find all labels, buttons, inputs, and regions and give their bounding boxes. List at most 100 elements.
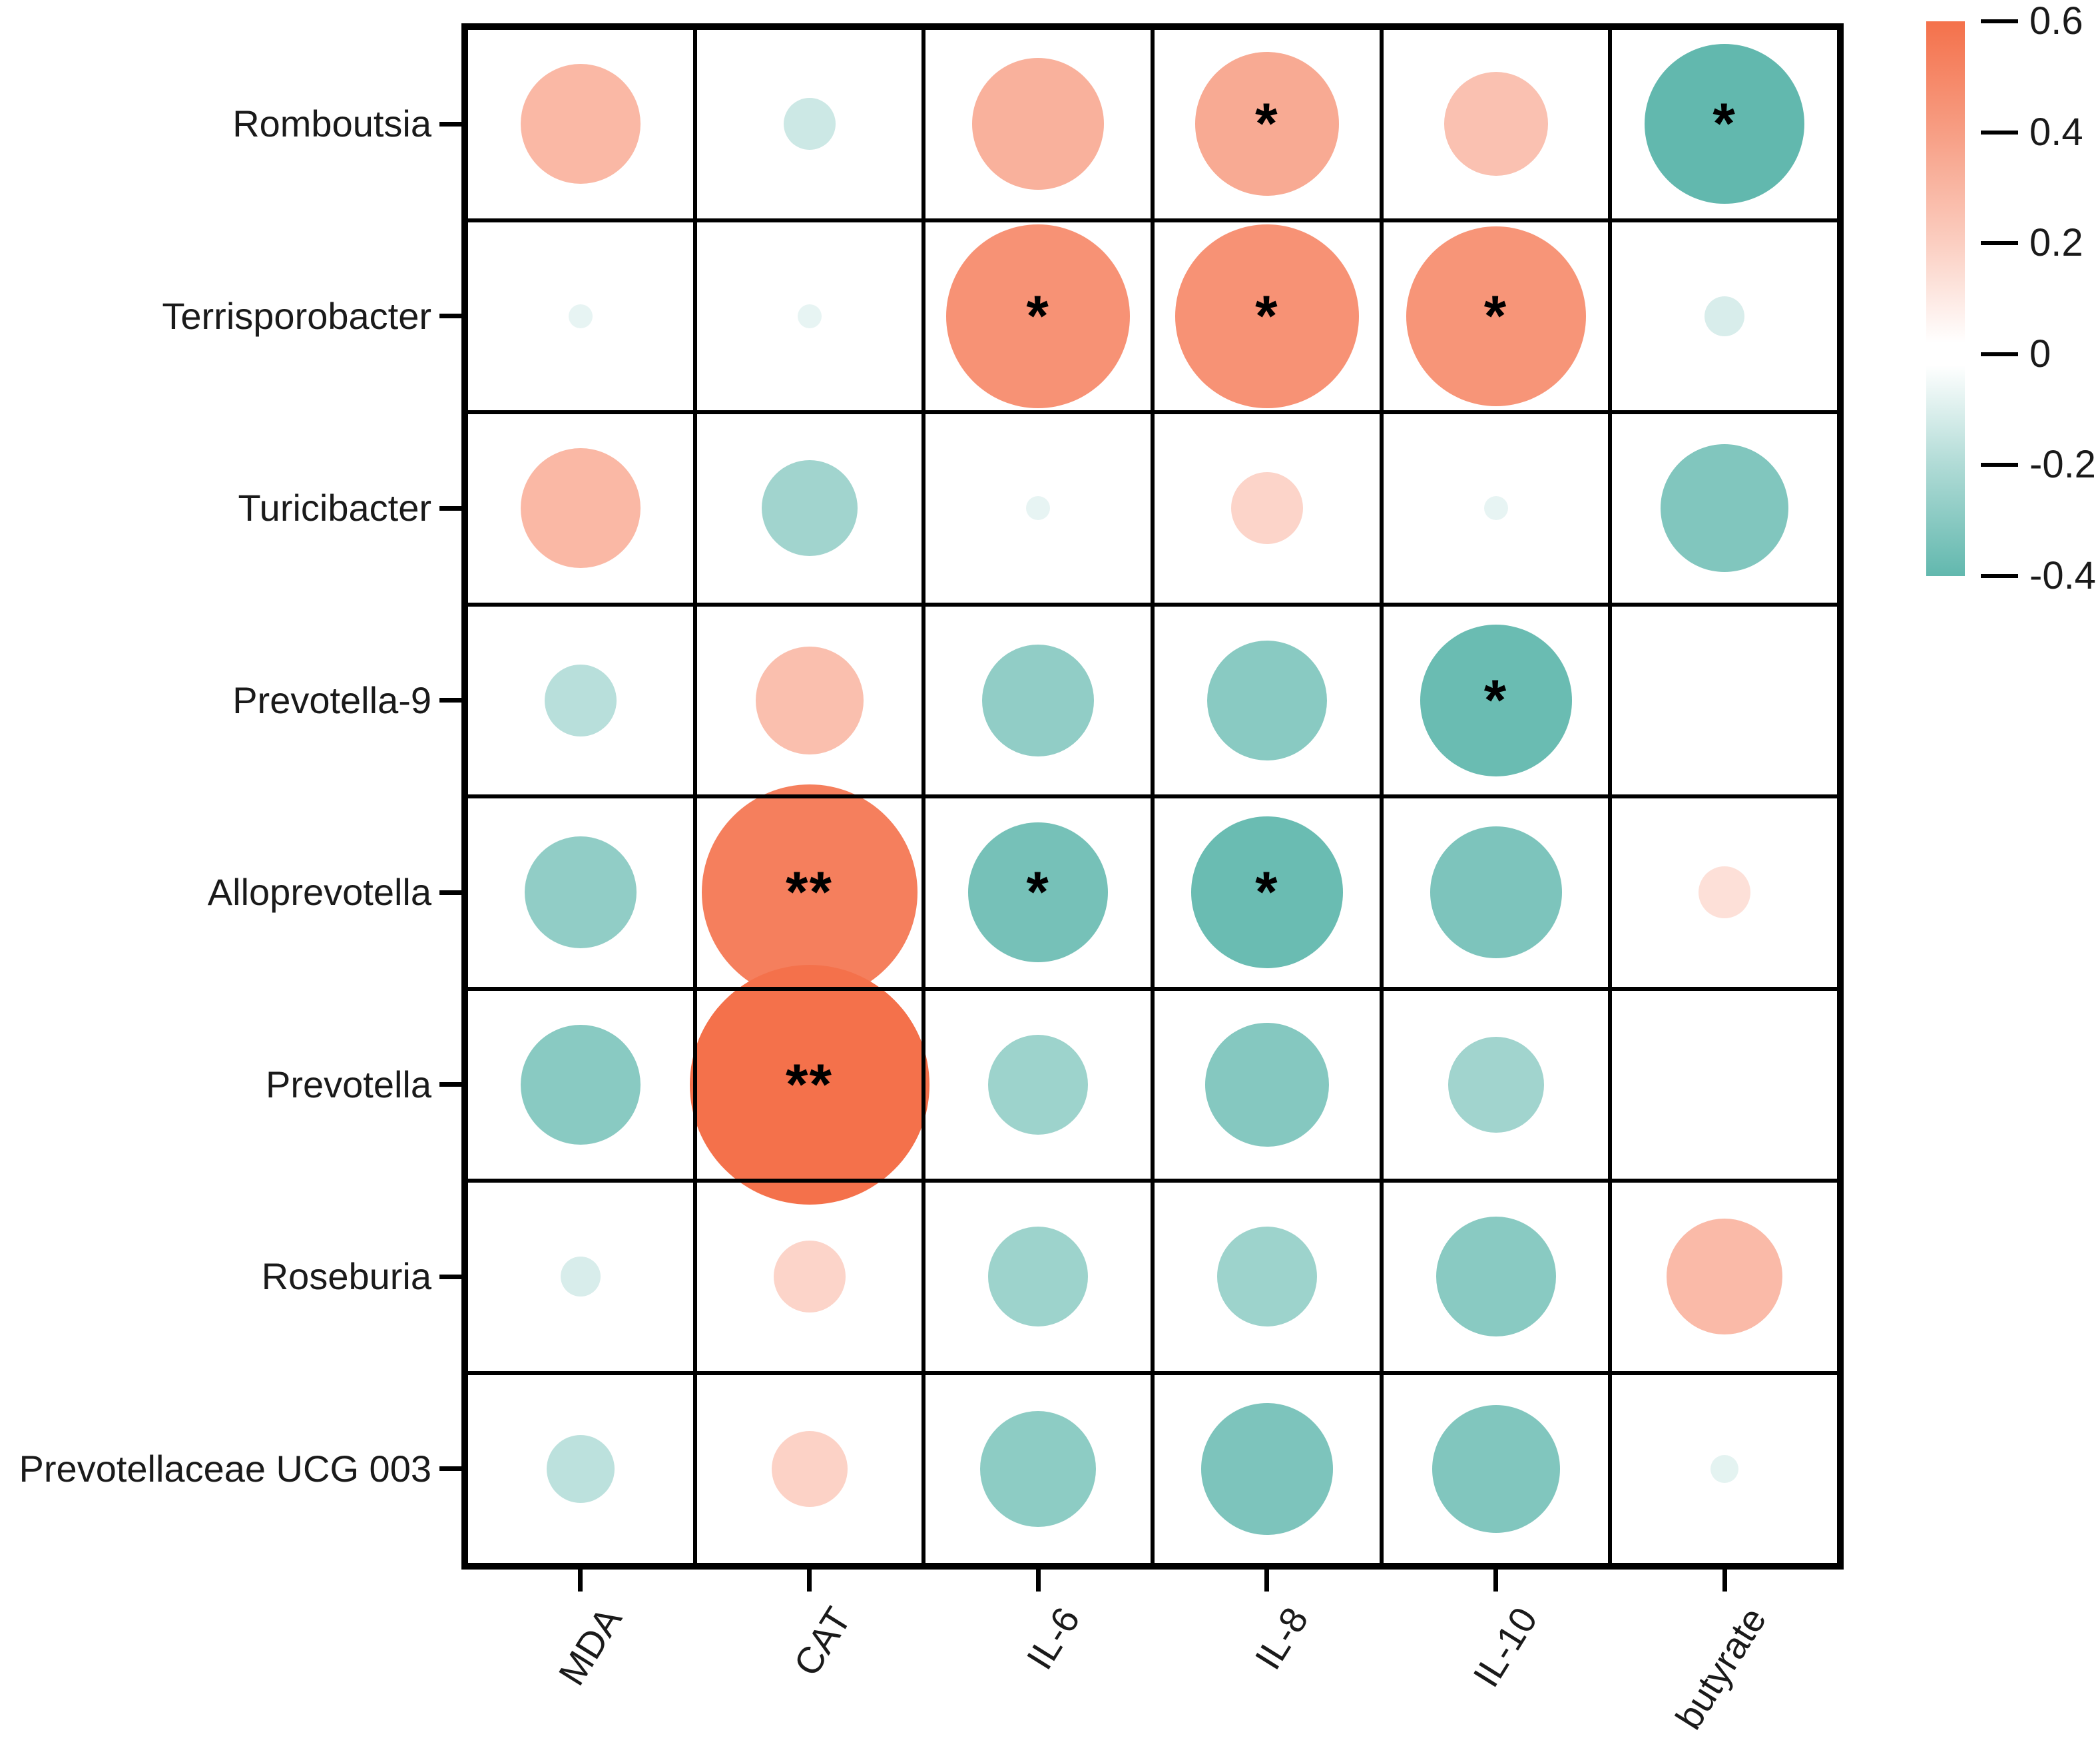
matrix-plot-area: * * * * * * ** * * ** [461,23,1844,1570]
correlation-bubble [797,304,822,328]
correlation-bubble [524,836,637,949]
correlation-bubble [560,1257,601,1297]
row-label: Turicibacter [238,487,431,529]
correlation-bubble [988,1034,1089,1135]
correlation-bubble [1432,1404,1560,1533]
correlation-bubble [701,784,918,1001]
x-tick [807,1565,812,1592]
significance-mark: * [1026,284,1050,348]
colorbar-tick [1981,19,2018,23]
colorbar-tick [1981,241,2018,246]
column-label: IL-8 [1246,1599,1317,1677]
correlation-bubble [1430,826,1562,959]
row-label: Prevotella-9 [232,679,431,721]
colorbar-gradient [1926,21,1965,576]
significance-mark: * [1255,284,1279,348]
correlation-bubble [520,448,641,569]
significance-mark: * [1483,284,1508,348]
correlation-bubble [1645,44,1805,204]
colorbar-tick-label: -0.2 [2029,443,2096,487]
y-tick [439,698,466,703]
y-tick [439,890,466,895]
correlation-bubble [972,58,1105,190]
correlation-bubble [1206,640,1327,760]
significance-mark: * [1026,860,1050,925]
column-label: MDA [550,1599,631,1693]
colorbar-tick-label: 0.6 [2029,0,2083,43]
significance-mark: * [1255,860,1279,925]
correlation-bubble [1230,472,1303,545]
correlation-bubble [1175,224,1359,408]
correlation-bubble [980,1410,1097,1527]
y-tick [439,1466,466,1472]
correlation-bubble [1406,226,1586,406]
correlation-bubble [1420,624,1572,776]
x-tick [578,1565,583,1592]
correlation-bubble [1483,496,1508,521]
correlation-bubble [1447,1036,1544,1133]
colorbar-tick-label: 0 [2029,332,2051,376]
correlation-bubble [1026,496,1051,521]
correlation-bubble [520,1024,641,1145]
correlation-bubble [988,1227,1089,1327]
correlation-bubble [1436,1217,1556,1337]
correlation-bubble [1194,52,1339,196]
colorbar-tick [1981,130,2018,135]
row-label: Terrisporobacter [162,294,431,337]
correlation-bubble [1190,816,1343,969]
x-tick [1493,1565,1498,1592]
x-tick [1264,1565,1270,1592]
correlation-bubble [1216,1227,1317,1327]
row-label: Alloprevotella [207,871,431,914]
significance-mark: * [1712,92,1736,156]
correlation-bubble [1204,1022,1329,1147]
column-label: CAT [785,1599,859,1683]
correlation-bubble [1444,72,1548,176]
correlation-bubble [689,964,929,1205]
colorbar-tick-label: 0.2 [2029,221,2083,265]
correlation-bubble [1705,296,1745,336]
correlation-bubble [946,224,1131,408]
correlation-bubble [968,822,1109,963]
colorbar-tick [1981,463,2018,467]
x-tick [1722,1565,1727,1592]
colorbar-tick [1981,352,2018,356]
correlation-bubble [546,1434,615,1503]
column-label: IL-6 [1017,1599,1088,1677]
y-tick [439,1274,466,1279]
colorbar-tick-label: 0.4 [2029,110,2083,154]
correlation-bubble [1200,1402,1333,1535]
y-tick [439,121,466,127]
correlation-bubble [520,64,641,184]
correlation-bubble [773,1241,846,1313]
correlation-bubble [544,664,617,736]
colorbar-tick [1981,574,2018,578]
row-label: Roseburia [261,1255,431,1298]
correlation-bubble [1661,444,1789,573]
correlation-bubble [755,646,864,754]
correlation-bubble [783,98,836,150]
colorbar-tick-label: -0.4 [2029,554,2096,597]
correlation-bubble [771,1430,848,1507]
correlation-bubble [1699,866,1751,919]
correlation-bubble [761,460,858,557]
correlation-bubble [982,644,1095,756]
significance-mark: ** [786,860,833,925]
correlation-bubble [568,304,593,328]
column-label: IL-10 [1464,1599,1545,1695]
row-label: Romboutsia [232,103,431,145]
y-tick [439,505,466,511]
row-label: Prevotellaceae UCG 003 [19,1447,431,1490]
y-tick [439,1082,466,1087]
significance-mark: * [1255,92,1279,156]
row-label: Prevotella [265,1063,431,1105]
column-label: butyrate [1667,1599,1774,1737]
correlation-bubble [1667,1219,1783,1335]
y-tick [439,314,466,319]
significance-layer: * * * * * * ** * * ** [466,28,1839,1565]
x-tick [1035,1565,1041,1592]
significance-mark: * [1483,668,1508,732]
correlation-bubble [1710,1454,1739,1483]
bubble-layer [466,28,1839,1565]
